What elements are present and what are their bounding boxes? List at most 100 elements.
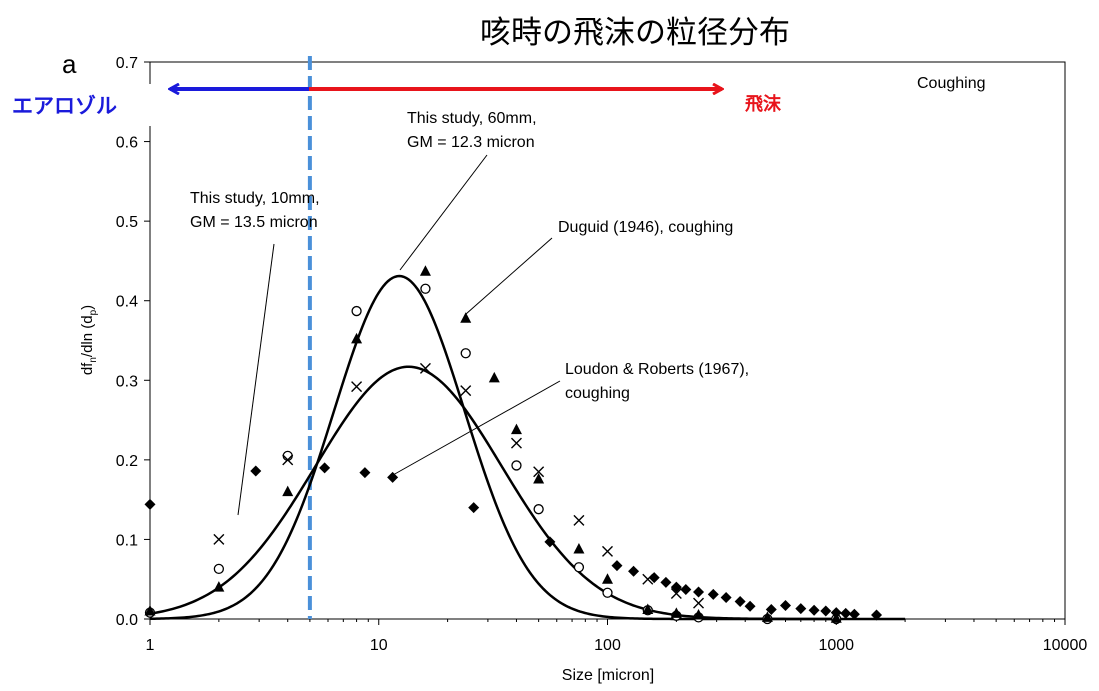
diamond-marker (840, 607, 852, 619)
triangle-marker (573, 542, 585, 554)
data-markers (144, 265, 883, 625)
triangle-marker (213, 581, 225, 592)
diamond-marker (144, 498, 156, 510)
aerosol-label: エアロゾル (12, 94, 117, 118)
annotation-study10-leader (237, 243, 275, 516)
annotation-loudon-line2: coughing (565, 385, 630, 402)
diamond-marker (734, 595, 746, 607)
diamond-marker (468, 502, 480, 514)
circle-marker (533, 504, 544, 515)
y-tick-label: 0.3 (116, 373, 138, 390)
y-tick-label: 0.2 (116, 453, 138, 470)
annotation-loudon-leader (392, 380, 561, 476)
y-axis: 0.0 0.1 0.2 0.3 0.4 0.5 0.6 0.7 (116, 55, 150, 629)
circle-marker (420, 283, 431, 294)
y-tick-label: 0.0 (116, 612, 138, 629)
triangle-marker (419, 265, 431, 276)
diamond-marker (707, 588, 719, 600)
aerosol-label-background (0, 84, 175, 126)
x-marker (419, 362, 431, 374)
circle-marker (573, 562, 585, 573)
diamond-marker (670, 581, 682, 593)
x-marker (282, 454, 294, 466)
diamond-marker (359, 467, 371, 479)
fit-curve-1 (149, 274, 837, 621)
plot-frame (149, 61, 1066, 620)
diamond-marker (387, 471, 399, 483)
annotation-loudon-line1: Loudon & Roberts (1967), (565, 361, 749, 378)
triangle-marker (351, 332, 363, 344)
diamond-marker (780, 599, 792, 611)
triangle-marker (761, 611, 773, 622)
diamond-marker (848, 608, 860, 620)
diamond-marker (808, 604, 820, 616)
annotation-study60: This study, 60mm, GM = 12.3 micron (399, 110, 537, 271)
x-tick-label: 1000 (818, 637, 854, 654)
diamond-marker (611, 560, 623, 572)
diamond-marker (830, 607, 842, 619)
triangle-marker (602, 573, 613, 584)
annotation-duguid-leader (465, 237, 553, 315)
diamond-marker (680, 584, 692, 596)
triangle-marker (510, 423, 522, 435)
annotation-study10: This study, 10mm, GM = 13.5 micron (190, 190, 320, 516)
x-marker (213, 533, 225, 545)
circle-marker (213, 563, 225, 575)
annotation-duguid: Duguid (1946), coughing (465, 219, 733, 315)
y-tick-label: 0.6 (116, 135, 138, 152)
y-axis-label-mid: /dln (d (79, 315, 96, 357)
x-marker (602, 545, 613, 557)
y-axis-label-close: ) (79, 305, 96, 310)
annotation-duguid-line1: Duguid (1946), coughing (558, 219, 733, 236)
annotation-study10-line1: This study, 10mm, (190, 190, 320, 207)
triangle-marker (533, 472, 545, 484)
x-marker (533, 466, 545, 478)
annotation-loudon: Loudon & Roberts (1967), coughing (392, 361, 749, 476)
aerosol-region: エアロゾル (0, 84, 309, 126)
annotation-study60-line2: GM = 12.3 micron (407, 134, 535, 151)
annotation-study10-line2: GM = 13.5 micron (190, 214, 318, 231)
diamond-marker (765, 603, 777, 615)
diamond-marker (720, 592, 732, 604)
diamond-marker (693, 586, 705, 598)
diamond-marker (319, 462, 331, 474)
x-tick-label: 10 (370, 637, 388, 654)
x-marker (670, 588, 682, 600)
fit-curve-2 (149, 365, 906, 621)
x-marker (693, 597, 705, 609)
y-axis-label-sub-p: p (88, 309, 99, 315)
triangle-marker (282, 485, 294, 497)
x-marker (573, 514, 585, 526)
triangle-marker (670, 607, 682, 618)
panel-label: a (62, 49, 77, 79)
triangle-marker (642, 603, 654, 614)
x-tick-label: 1 (146, 637, 155, 654)
x-tick-label: 10000 (1043, 637, 1088, 654)
annotation-study60-line1: This study, 60mm, (407, 110, 537, 127)
droplet-label: 飛沫 (745, 93, 782, 115)
fit-curves (149, 274, 906, 621)
diamond-marker (660, 576, 672, 588)
y-tick-label: 0.5 (116, 214, 138, 231)
triangle-marker (693, 609, 705, 620)
circle-marker (351, 305, 362, 317)
panel-title: Coughing (917, 75, 986, 92)
triangle-marker (488, 371, 500, 383)
diamond-marker (628, 565, 640, 577)
droplet-region: 飛沫 (309, 89, 782, 115)
y-axis-label: dfn/dln (dp) (79, 305, 99, 375)
diamond-marker (648, 572, 660, 584)
y-axis-label-main: df (79, 362, 96, 375)
diamond-marker (795, 603, 807, 615)
diamond-marker (250, 465, 262, 477)
diamond-marker (544, 536, 556, 548)
x-tick-label: 100 (594, 637, 621, 654)
triangle-marker (460, 312, 472, 323)
circle-marker (511, 460, 522, 471)
annotation-study60-leader (399, 154, 488, 271)
x-axis-label: Size [micron] (562, 667, 654, 684)
triangle-marker (144, 605, 156, 616)
circle-marker (460, 348, 471, 359)
diamond-marker (820, 605, 832, 617)
